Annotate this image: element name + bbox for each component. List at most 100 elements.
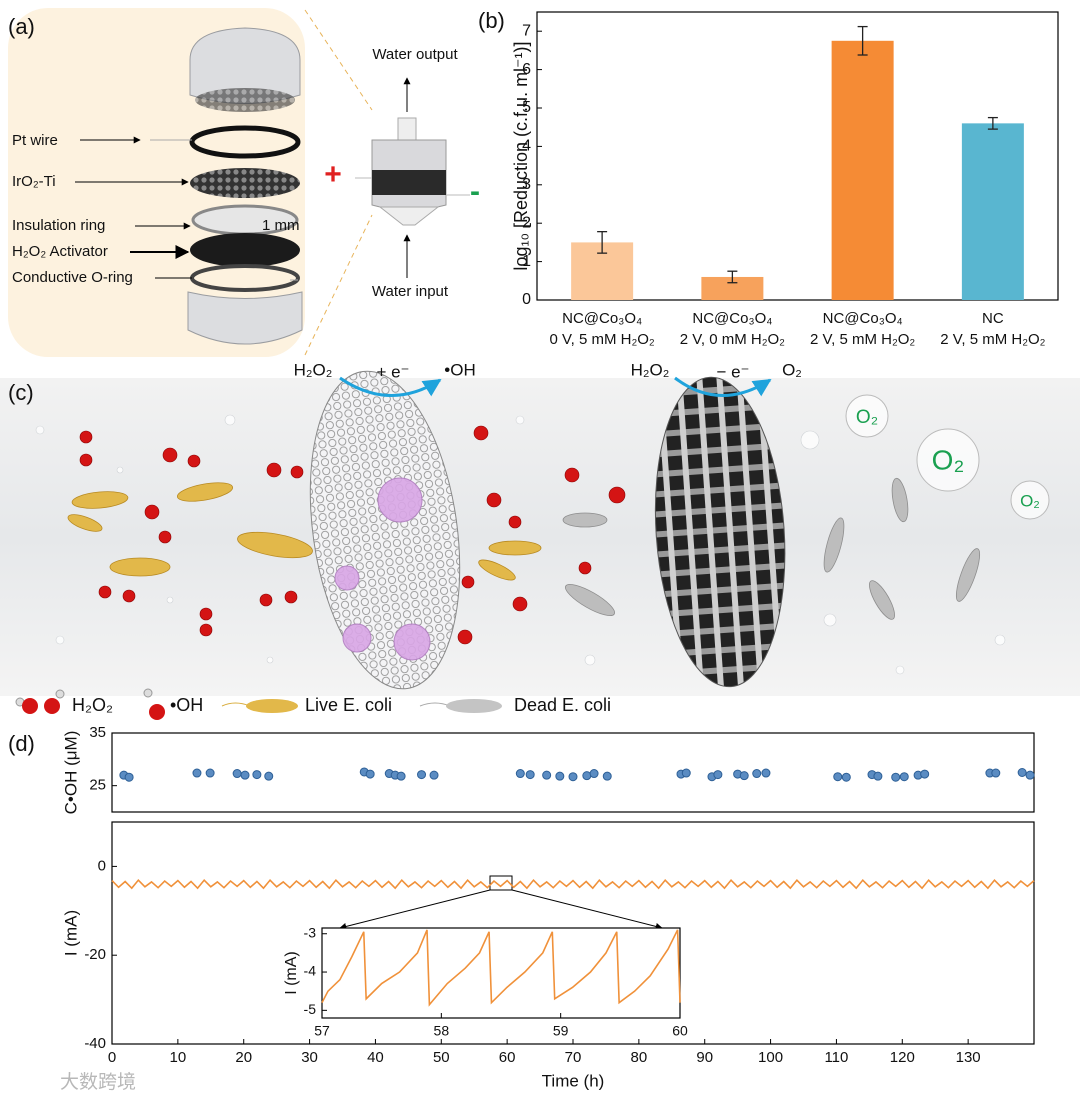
scatter-point (891, 772, 901, 782)
x-tick-label: 60 (499, 1049, 516, 1066)
reaction-text: + e⁻ (376, 362, 409, 381)
x-tick-label: 100 (758, 1049, 783, 1066)
x-tick-label: 0 V, 5 mM H₂O₂ (549, 331, 654, 348)
legend-label: Dead E. coli (514, 695, 611, 715)
dashed-guide (304, 9, 373, 111)
scatter-point (833, 772, 843, 782)
panel-label: (c) (8, 380, 34, 405)
plot-frame (536, 11, 1059, 301)
activator-disc (190, 233, 300, 267)
scatter-point (232, 769, 242, 779)
legend-glyphs (15, 688, 502, 720)
y-tick-label: 25 (89, 777, 106, 794)
bar (701, 276, 764, 300)
scatter-point (841, 772, 851, 782)
x-tick-label: 57 (314, 1023, 330, 1039)
device-core (372, 170, 446, 195)
oxygen-bubbles: O₂ O₂ O₂ (845, 394, 1050, 520)
y-axis-label: I (mA) (283, 951, 300, 995)
x-tick-label: 40 (367, 1049, 384, 1066)
bubble (845, 394, 889, 438)
x-axis-label: Time (h) (542, 1071, 605, 1090)
droplets (35, 414, 1006, 675)
x-tick-label: 58 (434, 1023, 450, 1039)
scatter-point (739, 771, 749, 781)
scatter-point (602, 771, 612, 781)
zoom-guide (511, 889, 663, 930)
bubble (1010, 480, 1050, 520)
reaction-text: − e⁻ (716, 362, 749, 381)
reaction-text: O₂ (782, 360, 802, 379)
legend-label: H₂O₂ (72, 695, 113, 715)
mesh-electrode (654, 376, 786, 688)
data-line (111, 878, 1035, 890)
x-tick-label: 50 (433, 1049, 450, 1066)
data-line (321, 929, 681, 1007)
top-mesh (195, 88, 295, 112)
x-tick-label: 59 (553, 1023, 569, 1039)
reaction-text: H₂O₂ (294, 360, 333, 379)
part-label: H₂O₂ Activator (12, 243, 108, 260)
scatter-point (396, 771, 406, 781)
panel-background (0, 378, 1080, 696)
x-tick-label: NC@Co₃O₄ (823, 310, 903, 327)
y-tick-label: -40 (84, 1035, 106, 1052)
scatter-point (365, 769, 375, 779)
scatter-point (555, 771, 565, 781)
live-bacteria (67, 482, 542, 581)
dashed-guide (304, 214, 373, 356)
scatter-point (1017, 768, 1027, 777)
scatter-point (124, 772, 134, 782)
plot-frame (111, 732, 1035, 813)
y-axis-label: log₁₀ [Reduction (c.f.u. ml⁻¹)] (511, 41, 531, 270)
panel-label: (d) (8, 731, 35, 756)
scatter-point (240, 770, 250, 780)
scatter-point (991, 768, 1001, 778)
zoom-guide (339, 889, 491, 930)
reaction-text: •OH (444, 360, 475, 379)
y-tick-label: -20 (84, 946, 106, 963)
panel-label: (b) (478, 8, 505, 33)
bottom-cup (187, 291, 303, 345)
x-tick-label: 2 V, 0 mM H₂O₂ (680, 331, 785, 348)
scatter-point (252, 770, 262, 780)
bubble-label: O₂ (1020, 491, 1040, 510)
iro2-mesh (190, 168, 300, 198)
scatter-point (568, 772, 578, 782)
x-tick-label: NC@Co₃O₄ (692, 310, 772, 327)
dead-bacteria (562, 477, 981, 620)
y-tick-label: 4 (522, 138, 531, 155)
x-tick-label: 2 V, 5 mM H₂O₂ (810, 331, 915, 348)
anode-sign: + (324, 158, 342, 191)
x-tick-label: 30 (301, 1049, 318, 1066)
panel-label: (a) (8, 14, 35, 39)
panel-c: H₂O₂ + e⁻ •OH H₂O₂ − e⁻ O₂ O₂ O₂ O₂ H₂O₂… (0, 360, 1080, 720)
scatter-point (1025, 770, 1035, 780)
scatter-point (761, 768, 771, 778)
inlet (378, 206, 440, 226)
outlet (397, 117, 417, 141)
scatter-point (429, 770, 439, 780)
bubble-label: O₂ (856, 407, 878, 428)
y-tick-label: 7 (522, 22, 531, 39)
reaction-text: H₂O₂ (631, 360, 670, 379)
x-tick-label: 2 V, 5 mM H₂O₂ (940, 331, 1045, 348)
x-tick-label: 90 (696, 1049, 713, 1066)
y-tick-label: 3 (522, 176, 531, 193)
y-axis-label: I (mA) (61, 910, 80, 956)
part-label: Pt wire (12, 132, 58, 149)
scatter-point (515, 769, 525, 779)
scatter-point (264, 771, 274, 781)
part-label: IrO₂-Ti (12, 173, 56, 190)
scatter-point (920, 769, 930, 779)
legend-label: •OH (170, 695, 203, 715)
x-tick-label: 80 (631, 1049, 648, 1066)
y-tick-label: -4 (304, 963, 317, 979)
scatter-point (192, 768, 202, 778)
co3o4-particles (334, 477, 431, 661)
water-input: Water input (372, 283, 449, 300)
scatter-point (873, 771, 883, 781)
y-tick-label: -3 (304, 924, 317, 940)
bar (961, 123, 1024, 300)
bar (831, 40, 894, 301)
